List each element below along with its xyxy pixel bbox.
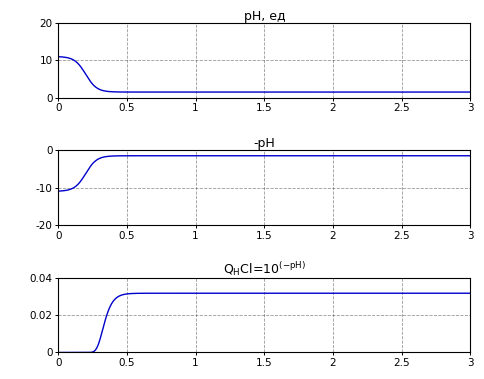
Title: -pH: -pH <box>253 137 274 150</box>
Title: pH, ед: pH, ед <box>243 10 285 23</box>
Title: $\mathregular{Q_H}$Cl=10$\mathregular{^{(-pH)}}$: $\mathregular{Q_H}$Cl=10$\mathregular{^{… <box>222 260 305 277</box>
